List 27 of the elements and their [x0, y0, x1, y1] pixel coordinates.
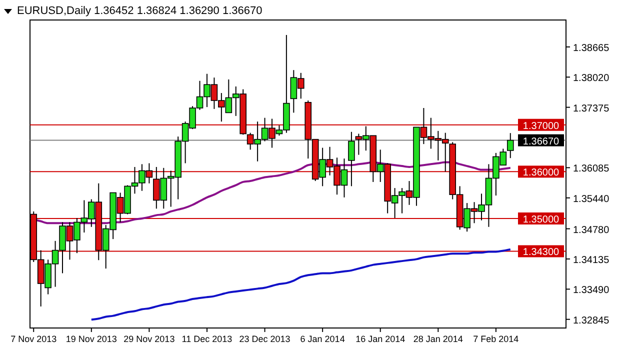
line-series — [90, 248, 512, 321]
x-tick-label: 7 Feb 2014 — [473, 334, 519, 344]
y-tick-label: 1.34135 — [573, 254, 610, 266]
chart-title: EURUSD,Daily 1.36452 1.36824 1.36290 1.36670 — [17, 5, 262, 17]
y-tick-label: 1.38665 — [573, 42, 610, 54]
y-tick-label: 1.38020 — [573, 73, 610, 84]
ref-line-label: 1.35000 — [522, 214, 560, 226]
x-tick-label: 7 Nov 2013 — [10, 334, 57, 344]
x-tick-label: 11 Dec 2013 — [182, 334, 232, 344]
candlestick — [348, 131, 355, 187]
x-tick-label: 29 Nov 2013 — [124, 334, 175, 344]
ref-line-label: 1.36000 — [522, 168, 560, 179]
x-tick-label: 23 Dec 2013 — [239, 334, 290, 344]
x-tick-label: 28 Jan 2014 — [413, 334, 463, 344]
x-tick-label: 19 Nov 2013 — [66, 334, 117, 344]
y-tick-label: 1.34780 — [573, 224, 610, 236]
candlestick — [506, 132, 514, 159]
y-tick-label: 1.36085 — [573, 164, 610, 175]
x-tick-label: 16 Jan 2014 — [356, 334, 406, 344]
ref-line-label: 1.34300 — [522, 247, 560, 258]
y-tick-label: 1.35440 — [573, 194, 610, 205]
x-tick-label: 6 Jan 2014 — [300, 334, 345, 344]
y-tick-label: 1.32845 — [573, 315, 610, 326]
ref-line-label: 1.36670 — [522, 136, 560, 148]
y-tick-label: 1.37375 — [573, 103, 610, 114]
y-tick-label: 1.33490 — [573, 285, 610, 296]
ref-line-label: 1.37000 — [522, 120, 560, 132]
